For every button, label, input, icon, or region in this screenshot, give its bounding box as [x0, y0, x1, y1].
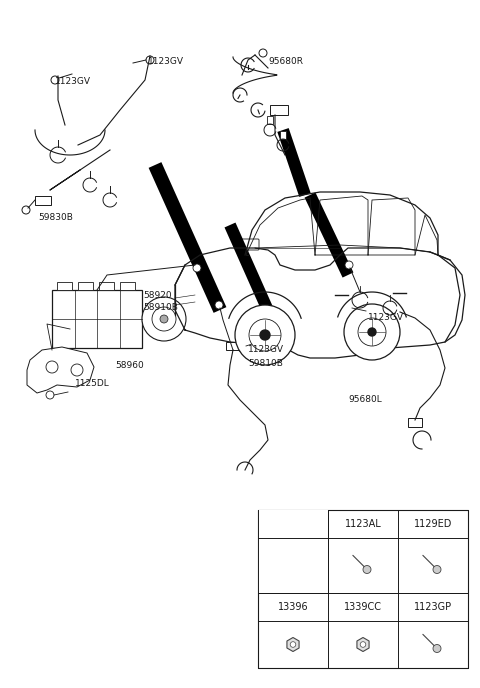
Text: 59830B: 59830B — [38, 213, 73, 222]
Text: 58920: 58920 — [143, 292, 172, 301]
Text: 95680L: 95680L — [348, 396, 382, 405]
Polygon shape — [277, 128, 311, 197]
Polygon shape — [287, 638, 299, 652]
Polygon shape — [225, 222, 276, 317]
Circle shape — [71, 364, 83, 376]
Bar — [226, 342, 240, 350]
Bar — [120, 282, 135, 290]
Text: 1123GV: 1123GV — [368, 314, 404, 323]
Text: 1123GV: 1123GV — [148, 58, 184, 67]
Text: 13396: 13396 — [278, 602, 308, 612]
Circle shape — [358, 318, 386, 346]
Circle shape — [160, 315, 168, 323]
Bar — [258, 510, 468, 668]
Circle shape — [152, 307, 176, 331]
Circle shape — [46, 361, 58, 373]
Text: 1123GV: 1123GV — [55, 78, 91, 87]
Circle shape — [290, 642, 296, 647]
Bar — [52, 290, 142, 348]
Circle shape — [433, 566, 441, 574]
Bar — [280, 131, 286, 139]
Circle shape — [46, 391, 54, 399]
Polygon shape — [305, 193, 353, 277]
Circle shape — [142, 297, 186, 341]
Bar — [57, 282, 72, 290]
Circle shape — [193, 264, 201, 272]
Circle shape — [215, 301, 223, 309]
Circle shape — [260, 330, 270, 340]
Circle shape — [238, 344, 246, 352]
Bar — [99, 282, 114, 290]
Text: 1123GV: 1123GV — [248, 345, 284, 354]
Circle shape — [363, 566, 371, 574]
Circle shape — [433, 645, 441, 652]
Bar — [78, 282, 93, 290]
Circle shape — [366, 309, 374, 317]
Bar — [35, 196, 51, 205]
Text: 1123GP: 1123GP — [414, 602, 452, 612]
Text: 1129ED: 1129ED — [414, 519, 452, 529]
Circle shape — [345, 261, 353, 269]
Text: 58910B: 58910B — [143, 303, 178, 312]
Circle shape — [344, 304, 400, 360]
Circle shape — [235, 305, 295, 365]
Text: 1339CC: 1339CC — [344, 602, 382, 612]
Text: 59810B: 59810B — [248, 358, 283, 367]
Text: 1125DL: 1125DL — [75, 378, 110, 387]
Circle shape — [249, 319, 281, 351]
Circle shape — [259, 49, 267, 57]
Bar — [267, 116, 273, 124]
Circle shape — [146, 56, 154, 64]
Bar — [258, 510, 328, 593]
Text: 95680R: 95680R — [268, 58, 303, 67]
Text: 58960: 58960 — [115, 361, 144, 369]
Text: 1123AL: 1123AL — [345, 519, 382, 529]
Circle shape — [22, 206, 30, 214]
Bar — [270, 105, 288, 115]
Bar — [408, 418, 422, 427]
Polygon shape — [27, 347, 94, 393]
Polygon shape — [149, 162, 227, 313]
Circle shape — [51, 76, 59, 84]
Polygon shape — [357, 638, 369, 652]
Circle shape — [368, 328, 376, 336]
Circle shape — [360, 642, 366, 647]
FancyBboxPatch shape — [239, 239, 259, 250]
